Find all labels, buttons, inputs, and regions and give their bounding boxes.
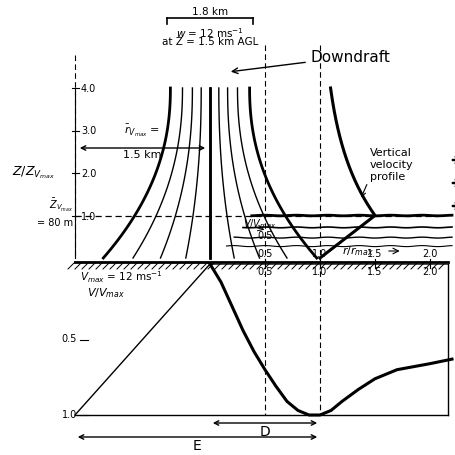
Text: = 80 m: = 80 m xyxy=(37,218,73,228)
Text: Vertical
velocity
profile: Vertical velocity profile xyxy=(370,148,414,182)
Text: 4.0: 4.0 xyxy=(81,84,96,94)
Text: 1.0: 1.0 xyxy=(81,212,96,222)
Text: $\bar{r}_{V_{max}}$ =: $\bar{r}_{V_{max}}$ = xyxy=(124,123,160,139)
Text: 0.5: 0.5 xyxy=(61,334,77,344)
Text: 0.5: 0.5 xyxy=(258,249,273,259)
Text: E: E xyxy=(192,439,202,453)
Text: 0.5: 0.5 xyxy=(258,267,273,277)
Text: 1.8 km: 1.8 km xyxy=(192,7,228,17)
Text: D: D xyxy=(260,425,270,439)
Text: 0.5: 0.5 xyxy=(258,231,273,241)
Text: $V_{max}$ = 12 ms$^{-1}$: $V_{max}$ = 12 ms$^{-1}$ xyxy=(80,269,163,284)
Text: $V/V_{max}$: $V/V_{max}$ xyxy=(87,286,125,300)
Text: $w$ = 12 ms$^{-1}$: $w$ = 12 ms$^{-1}$ xyxy=(176,26,244,40)
Text: 1.0: 1.0 xyxy=(313,249,328,259)
Text: $V/V_{max}$: $V/V_{max}$ xyxy=(243,217,277,231)
Text: 1.5 km: 1.5 km xyxy=(123,150,161,160)
Text: 1.5: 1.5 xyxy=(367,267,383,277)
Text: 2.0: 2.0 xyxy=(422,267,438,277)
Text: 3.0: 3.0 xyxy=(81,126,96,136)
Text: 1.0: 1.0 xyxy=(313,267,328,277)
Text: at Z = 1.5 km AGL: at Z = 1.5 km AGL xyxy=(162,37,258,47)
Text: $\bar{Z}_{V_{max}}$: $\bar{Z}_{V_{max}}$ xyxy=(49,197,73,213)
Text: $r/r_{max}$: $r/r_{max}$ xyxy=(342,244,374,258)
Text: Downdraft: Downdraft xyxy=(310,51,390,66)
Text: $Z/Z_{V_{max}}$: $Z/Z_{V_{max}}$ xyxy=(11,165,55,181)
Text: 1.0: 1.0 xyxy=(62,410,77,420)
Text: 2.0: 2.0 xyxy=(422,249,438,259)
Text: 1.5: 1.5 xyxy=(367,249,383,259)
Text: 2.0: 2.0 xyxy=(81,169,96,179)
